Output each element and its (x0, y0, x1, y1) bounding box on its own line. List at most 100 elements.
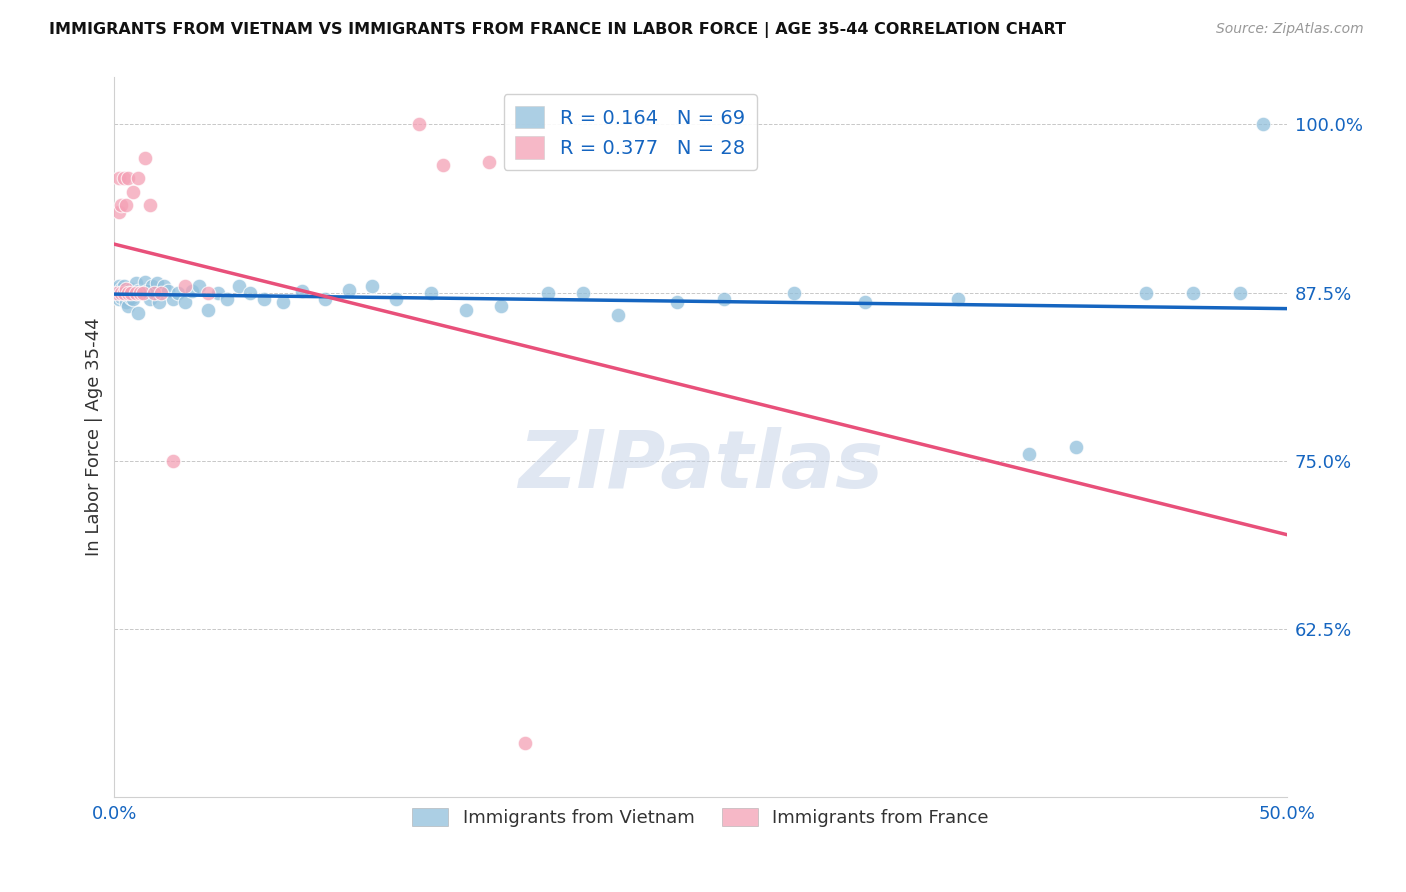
Point (105, 285, 128, 300)
Point (162, 293, 184, 307)
Point (489, 299, 512, 313)
Text: IMMIGRANTS FROM VIETNAM VS IMMIGRANTS FROM FRANCE IN LABOR FORCE | AGE 35-44 COR: IMMIGRANTS FROM VIETNAM VS IMMIGRANTS FR… (49, 22, 1066, 38)
Point (110, 290, 132, 304)
Point (131, 285, 153, 300)
Point (152, 278, 174, 293)
Point (138, 198, 160, 212)
Point (131, 285, 153, 300)
Point (432, 158, 454, 172)
Point (948, 293, 970, 307)
Point (1251, 118, 1274, 132)
Point (150, 285, 173, 300)
Point (454, 303, 477, 318)
Point (120, 281, 142, 295)
Point (110, 198, 132, 212)
Point (607, 309, 630, 323)
Point (141, 278, 163, 293)
Point (117, 299, 139, 313)
Point (148, 295, 170, 310)
Point (122, 185, 145, 199)
Point (138, 293, 160, 307)
Point (134, 275, 156, 289)
Point (537, 285, 560, 300)
Point (117, 288, 139, 302)
Point (215, 293, 238, 307)
Point (197, 303, 219, 318)
Y-axis label: In Labor Force | Age 35-44: In Labor Force | Age 35-44 (86, 318, 103, 557)
Point (115, 295, 138, 310)
Point (136, 284, 159, 298)
Point (115, 281, 138, 295)
Point (124, 285, 146, 300)
Point (408, 118, 430, 132)
Point (1181, 285, 1204, 300)
Point (337, 283, 360, 297)
Point (122, 284, 145, 298)
Point (108, 278, 131, 293)
Point (513, 736, 536, 750)
Point (478, 155, 501, 169)
Point (271, 295, 294, 310)
Point (314, 293, 336, 307)
Point (112, 278, 135, 293)
Point (361, 278, 384, 293)
Point (1229, 285, 1251, 300)
Point (157, 284, 180, 298)
Point (713, 293, 735, 307)
Point (108, 205, 131, 219)
Point (117, 285, 139, 300)
Point (145, 276, 167, 290)
Point (120, 285, 142, 300)
Point (117, 284, 139, 298)
Point (122, 293, 145, 307)
Point (115, 285, 138, 300)
Point (127, 306, 149, 320)
Point (120, 291, 142, 305)
Point (1018, 447, 1040, 461)
Text: Source: ZipAtlas.com: Source: ZipAtlas.com (1216, 22, 1364, 37)
Point (134, 151, 156, 165)
Point (108, 285, 131, 300)
Point (110, 281, 132, 295)
Point (115, 293, 138, 307)
Point (173, 295, 195, 310)
Point (197, 285, 219, 300)
Text: ZIPatlas: ZIPatlas (517, 427, 883, 505)
Point (129, 285, 152, 300)
Point (228, 278, 250, 293)
Point (110, 285, 132, 300)
Point (419, 285, 441, 300)
Point (143, 285, 166, 300)
Point (853, 295, 876, 310)
Point (572, 285, 595, 300)
Point (253, 293, 276, 307)
Point (127, 171, 149, 186)
Point (110, 285, 132, 300)
Point (124, 285, 146, 300)
Point (112, 285, 135, 300)
Point (127, 284, 149, 298)
Point (108, 293, 131, 307)
Point (180, 284, 202, 298)
Point (112, 284, 135, 298)
Point (115, 198, 138, 212)
Point (129, 285, 152, 300)
Point (207, 285, 229, 300)
Point (112, 171, 135, 186)
Point (162, 453, 184, 467)
Point (166, 285, 188, 300)
Point (239, 285, 262, 300)
Point (105, 285, 128, 300)
Point (1135, 285, 1157, 300)
Point (124, 276, 146, 290)
Point (105, 281, 128, 295)
Point (783, 285, 806, 300)
Point (187, 278, 209, 293)
Point (1064, 440, 1087, 454)
Point (112, 288, 135, 302)
Point (108, 171, 131, 186)
Point (173, 278, 195, 293)
Legend: Immigrants from Vietnam, Immigrants from France: Immigrants from Vietnam, Immigrants from… (405, 801, 995, 835)
Point (666, 295, 689, 310)
Point (384, 293, 406, 307)
